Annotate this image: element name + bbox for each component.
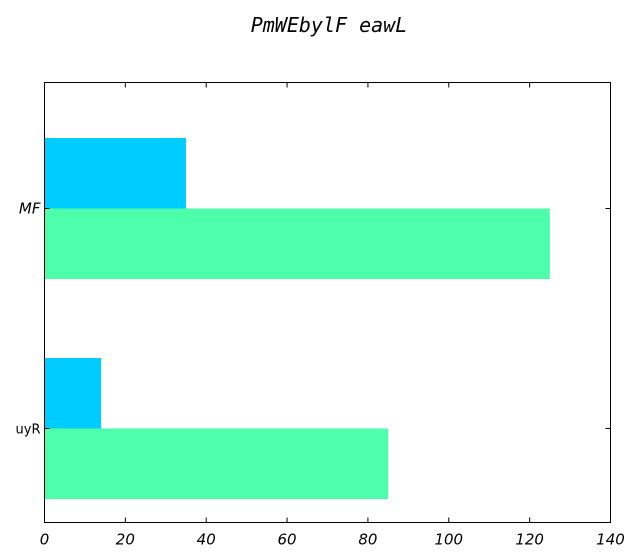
x-tick-label: 0 xyxy=(40,531,50,549)
x-tick-label: 140 xyxy=(596,531,625,549)
chart-title: PmWEbylF eawL xyxy=(251,13,408,37)
x-tick-label: 40 xyxy=(197,531,216,549)
plot-frame xyxy=(44,82,611,523)
x-tick-label: 60 xyxy=(278,531,297,549)
x-tick-label: 120 xyxy=(515,531,544,549)
y-tick-label: MF xyxy=(19,200,41,218)
x-tick-label: 20 xyxy=(116,531,135,549)
x-tick-label: 80 xyxy=(358,531,377,549)
y-tick-label: uyR xyxy=(16,423,41,438)
bar-mf-series-1 xyxy=(44,208,550,279)
bars-layer xyxy=(44,138,550,499)
x-tick-label: 100 xyxy=(434,531,463,549)
bar-mf-series-2 xyxy=(44,138,186,209)
y-axis: uyR MF xyxy=(16,200,611,438)
bar-uyr-series-1 xyxy=(44,428,389,499)
x-axis: 0 20 40 60 80 100 120 140 xyxy=(40,82,625,549)
bar-uyr-series-2 xyxy=(44,358,102,429)
